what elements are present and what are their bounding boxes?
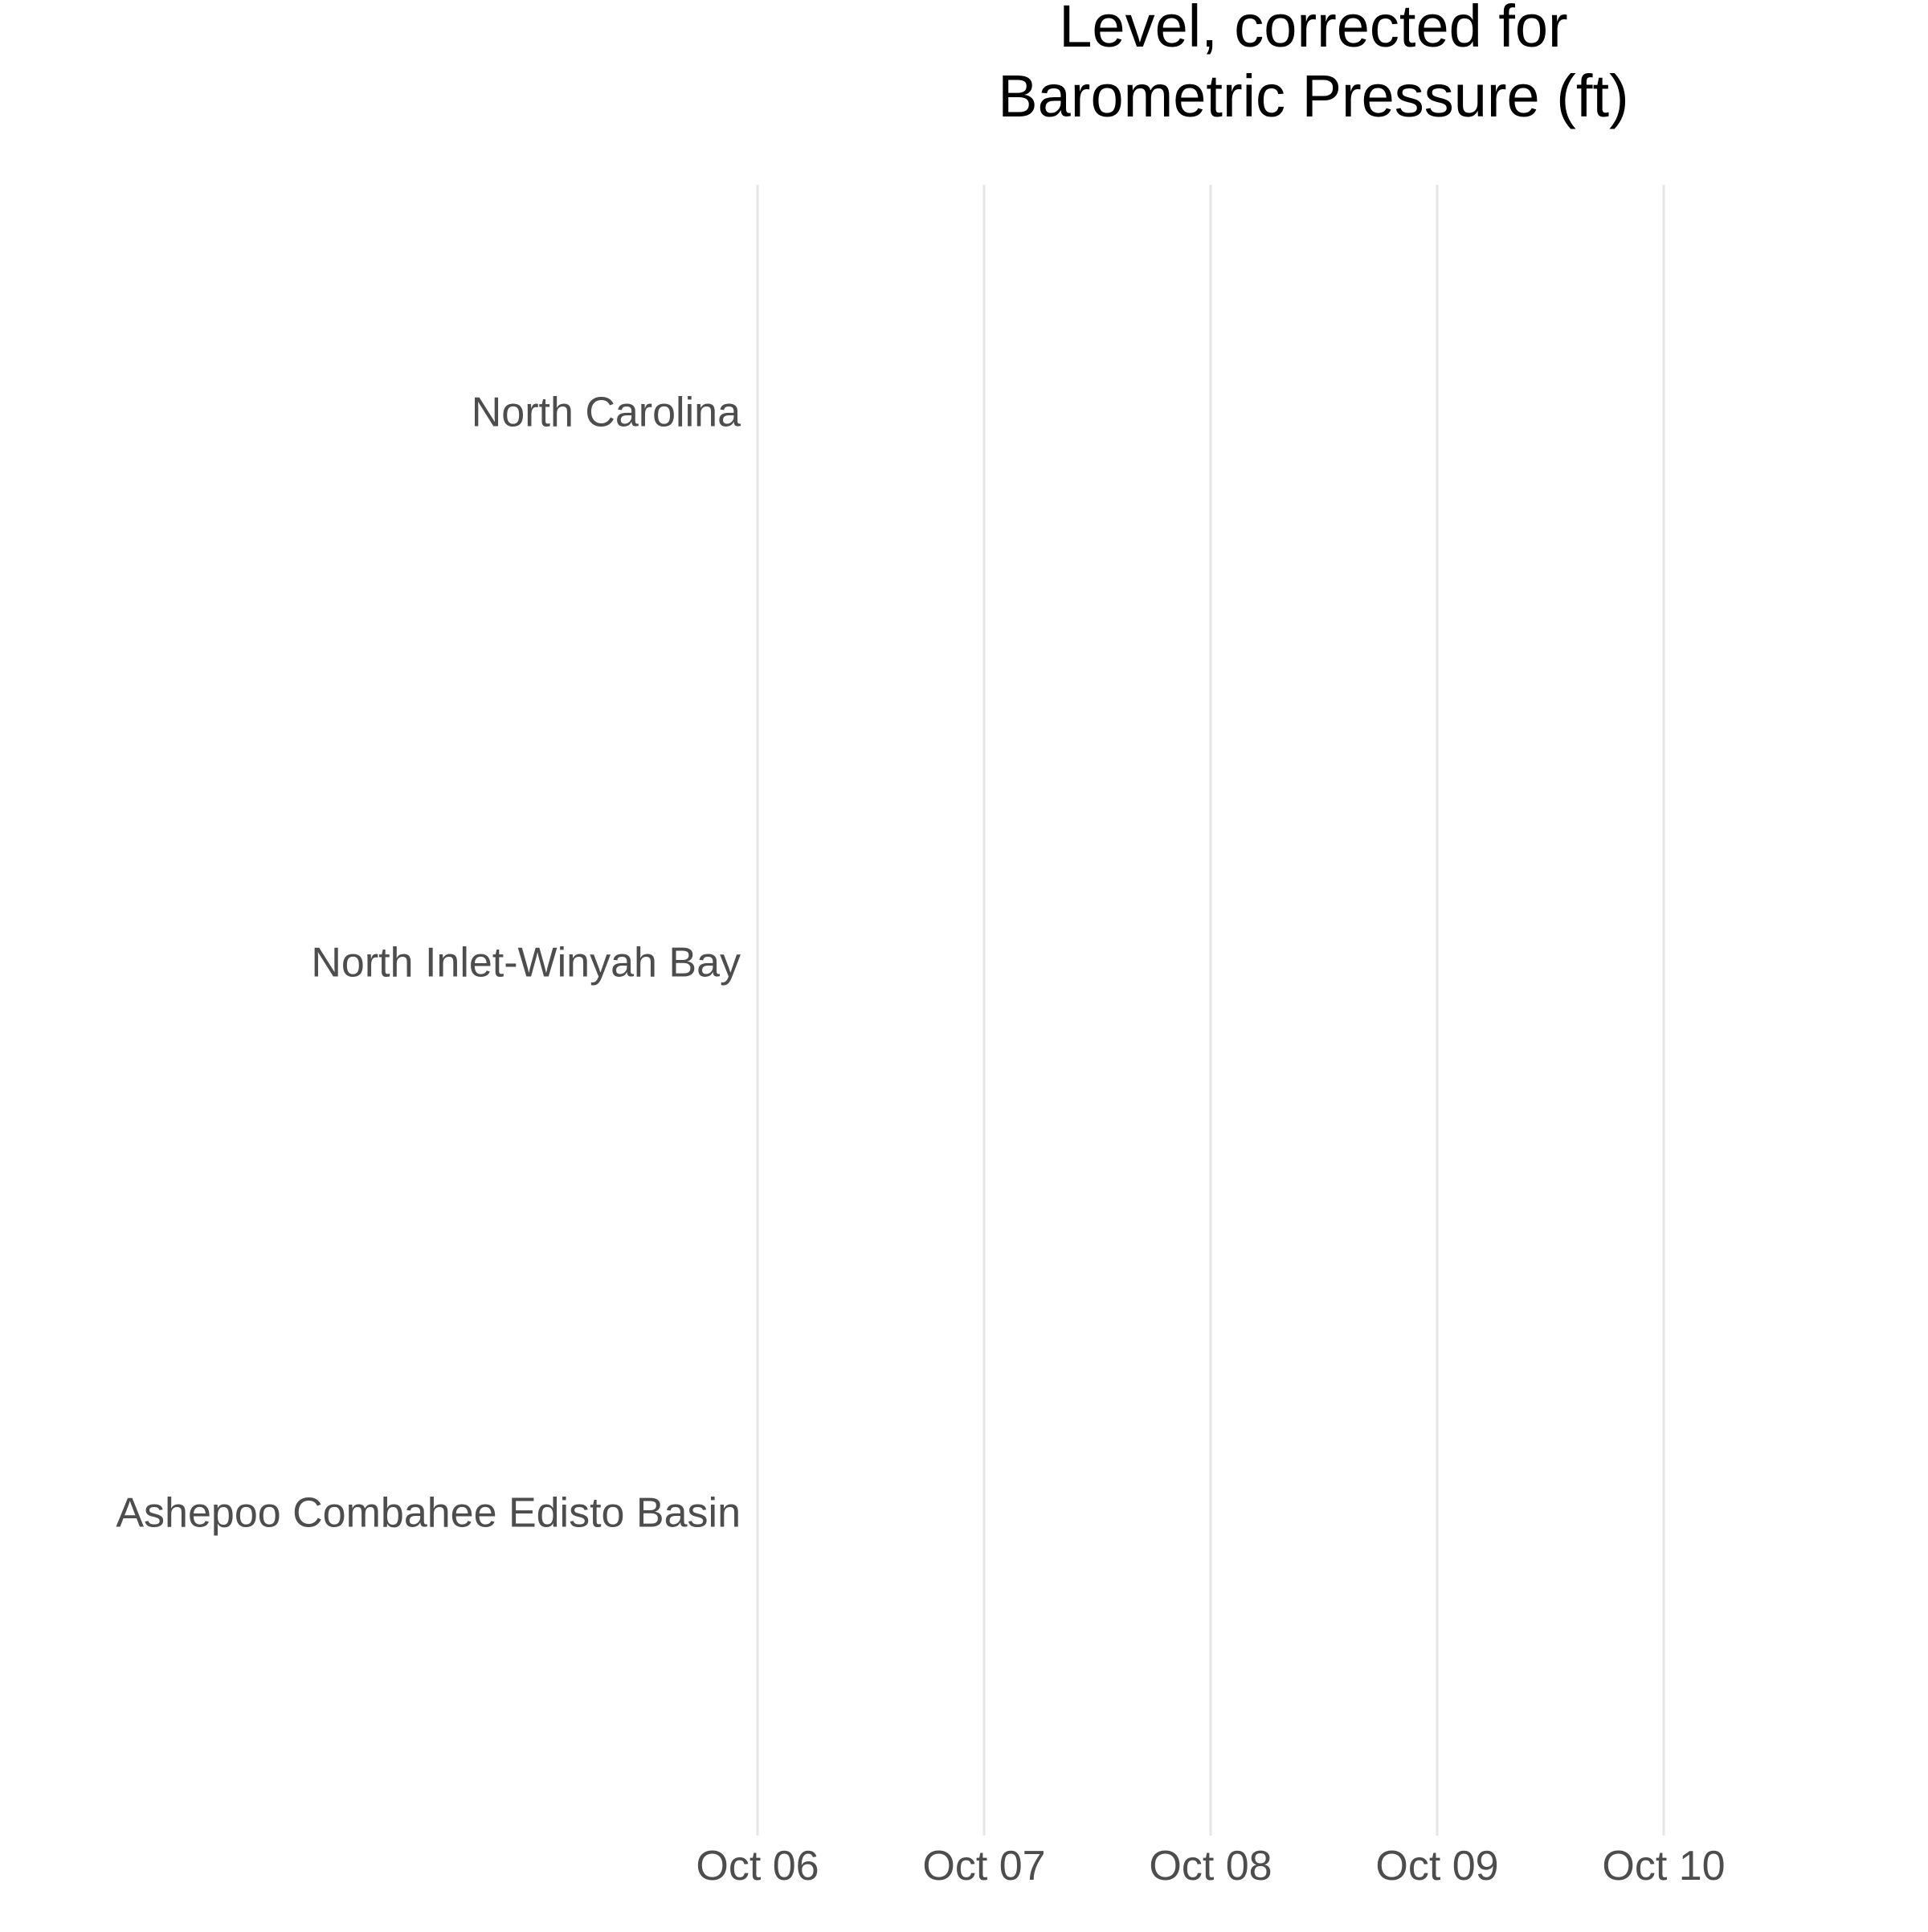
chart-title-line-1: Level, corrected for xyxy=(1059,0,1567,59)
x-tick-label: Oct 06 xyxy=(696,1843,819,1889)
x-axis-tick-labels: Oct 06 Oct 07 Oct 08 Oct 09 Oct 10 xyxy=(696,1843,1725,1889)
x-tick-label: Oct 09 xyxy=(1375,1843,1498,1889)
x-tick-label: Oct 08 xyxy=(1149,1843,1272,1889)
y-tick-label: North Carolina xyxy=(472,390,741,436)
x-tick-label: Oct 10 xyxy=(1602,1843,1725,1889)
x-gridlines xyxy=(756,185,1665,1836)
y-tick-label: North Inlet-Winyah Bay xyxy=(311,940,741,986)
x-tick-label: Oct 07 xyxy=(922,1843,1045,1889)
chart-title: Level, corrected for Barometric Pressure… xyxy=(998,0,1628,129)
y-axis-tick-labels: North Carolina North Inlet-Winyah Bay Ashe… xyxy=(116,390,741,1537)
plot-panel: North Carolina North Inlet-Winyah Bay Ashe… xyxy=(116,185,1726,1889)
y-tick-label: Ashepoo Combahee Edisto Basin xyxy=(116,1490,741,1537)
chart-title-line-2: Barometric Pressure (ft) xyxy=(998,63,1628,129)
